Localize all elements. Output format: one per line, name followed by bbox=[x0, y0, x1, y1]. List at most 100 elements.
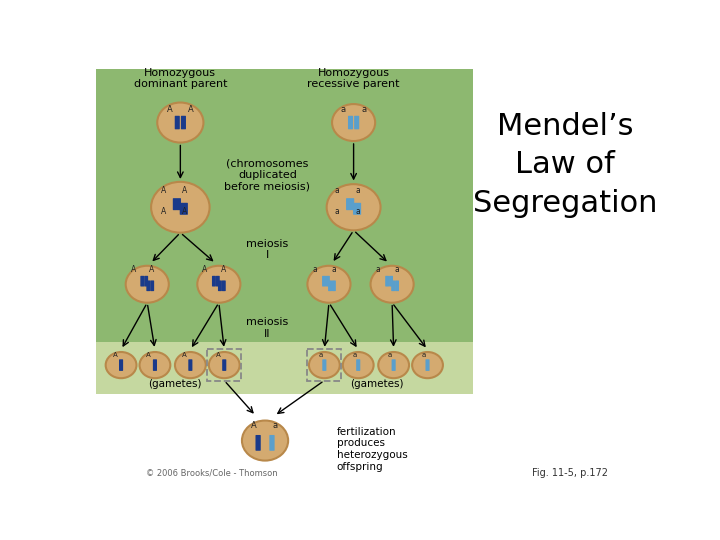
FancyBboxPatch shape bbox=[395, 280, 399, 291]
Text: A: A bbox=[182, 352, 186, 358]
FancyBboxPatch shape bbox=[180, 203, 184, 215]
Text: (chromosomes
duplicated
before meiosis): (chromosomes duplicated before meiosis) bbox=[225, 158, 310, 192]
Ellipse shape bbox=[151, 182, 210, 233]
Text: A: A bbox=[181, 186, 186, 195]
FancyBboxPatch shape bbox=[256, 435, 261, 451]
Text: A: A bbox=[188, 105, 194, 114]
FancyBboxPatch shape bbox=[119, 359, 123, 371]
Ellipse shape bbox=[343, 352, 374, 378]
Text: a: a bbox=[312, 265, 318, 274]
FancyBboxPatch shape bbox=[175, 116, 180, 129]
Text: (gametes): (gametes) bbox=[148, 379, 202, 389]
Text: a: a bbox=[355, 207, 360, 217]
Text: Homozygous
dominant parent: Homozygous dominant parent bbox=[134, 68, 227, 90]
FancyBboxPatch shape bbox=[150, 280, 154, 291]
FancyBboxPatch shape bbox=[332, 280, 336, 291]
Text: A: A bbox=[221, 265, 226, 274]
Ellipse shape bbox=[140, 352, 171, 378]
FancyBboxPatch shape bbox=[153, 359, 157, 371]
FancyBboxPatch shape bbox=[426, 359, 430, 371]
FancyBboxPatch shape bbox=[346, 198, 351, 210]
Text: A: A bbox=[251, 421, 256, 430]
Text: A: A bbox=[167, 105, 173, 114]
FancyBboxPatch shape bbox=[353, 203, 357, 215]
Text: Fig. 11-5, p.172: Fig. 11-5, p.172 bbox=[531, 468, 608, 478]
Ellipse shape bbox=[106, 352, 137, 378]
FancyBboxPatch shape bbox=[356, 359, 360, 371]
Ellipse shape bbox=[242, 421, 288, 461]
FancyBboxPatch shape bbox=[389, 276, 393, 287]
Ellipse shape bbox=[309, 352, 340, 378]
Ellipse shape bbox=[307, 266, 351, 303]
FancyBboxPatch shape bbox=[140, 276, 144, 287]
Ellipse shape bbox=[327, 184, 381, 231]
Text: A: A bbox=[202, 265, 207, 274]
FancyBboxPatch shape bbox=[189, 359, 192, 371]
FancyBboxPatch shape bbox=[328, 280, 332, 291]
Text: a: a bbox=[272, 421, 278, 430]
Text: a: a bbox=[341, 105, 346, 114]
Text: a: a bbox=[421, 352, 426, 358]
FancyBboxPatch shape bbox=[392, 359, 396, 371]
Ellipse shape bbox=[332, 104, 375, 141]
Text: a: a bbox=[334, 207, 339, 217]
Text: A: A bbox=[131, 265, 136, 274]
Text: fertilization
produces
heterozygous
offspring: fertilization produces heterozygous offs… bbox=[337, 427, 408, 471]
FancyBboxPatch shape bbox=[216, 276, 220, 287]
Text: A: A bbox=[112, 352, 117, 358]
FancyBboxPatch shape bbox=[326, 276, 330, 287]
Bar bbox=[96, 342, 473, 394]
Text: A: A bbox=[146, 352, 151, 358]
Bar bbox=[307, 349, 341, 381]
FancyBboxPatch shape bbox=[218, 280, 222, 291]
Text: A: A bbox=[216, 352, 220, 358]
Text: Homozygous
recessive parent: Homozygous recessive parent bbox=[307, 68, 400, 90]
FancyBboxPatch shape bbox=[391, 280, 395, 291]
FancyBboxPatch shape bbox=[222, 359, 226, 371]
Text: a: a bbox=[387, 352, 392, 358]
Text: a: a bbox=[331, 265, 336, 274]
Ellipse shape bbox=[209, 352, 240, 378]
FancyBboxPatch shape bbox=[322, 276, 326, 287]
Ellipse shape bbox=[197, 266, 240, 303]
Text: a: a bbox=[334, 186, 339, 195]
FancyBboxPatch shape bbox=[144, 276, 148, 287]
Ellipse shape bbox=[371, 266, 414, 303]
Text: a: a bbox=[395, 265, 399, 274]
Text: A: A bbox=[161, 186, 166, 195]
FancyBboxPatch shape bbox=[354, 116, 359, 129]
FancyBboxPatch shape bbox=[181, 116, 186, 129]
Ellipse shape bbox=[157, 103, 204, 143]
FancyBboxPatch shape bbox=[222, 280, 226, 291]
Text: meiosis
I: meiosis I bbox=[246, 239, 289, 260]
FancyBboxPatch shape bbox=[184, 203, 188, 215]
Bar bbox=[96, 69, 473, 342]
FancyBboxPatch shape bbox=[146, 280, 150, 291]
Text: meiosis
II: meiosis II bbox=[246, 318, 289, 339]
FancyBboxPatch shape bbox=[348, 116, 353, 129]
Text: (gametes): (gametes) bbox=[350, 379, 403, 389]
Ellipse shape bbox=[378, 352, 409, 378]
FancyBboxPatch shape bbox=[212, 276, 216, 287]
Text: A: A bbox=[161, 207, 166, 217]
Text: a: a bbox=[355, 186, 360, 195]
FancyBboxPatch shape bbox=[323, 359, 326, 371]
Text: a: a bbox=[352, 352, 356, 358]
FancyBboxPatch shape bbox=[269, 435, 274, 451]
FancyBboxPatch shape bbox=[350, 198, 354, 210]
FancyBboxPatch shape bbox=[385, 276, 389, 287]
Bar bbox=[207, 349, 241, 381]
Text: a: a bbox=[376, 265, 381, 274]
Text: a: a bbox=[318, 352, 323, 358]
Text: a: a bbox=[362, 105, 367, 114]
Ellipse shape bbox=[126, 266, 168, 303]
Text: Mendel’s
Law of
Segregation: Mendel’s Law of Segregation bbox=[473, 112, 657, 218]
Ellipse shape bbox=[175, 352, 206, 378]
Text: A: A bbox=[181, 207, 186, 217]
Text: © 2006 Brooks/Cole - Thomson: © 2006 Brooks/Cole - Thomson bbox=[145, 468, 277, 477]
FancyBboxPatch shape bbox=[173, 198, 177, 210]
Ellipse shape bbox=[412, 352, 443, 378]
Text: A: A bbox=[149, 265, 155, 274]
FancyBboxPatch shape bbox=[176, 198, 181, 210]
FancyBboxPatch shape bbox=[357, 203, 361, 215]
